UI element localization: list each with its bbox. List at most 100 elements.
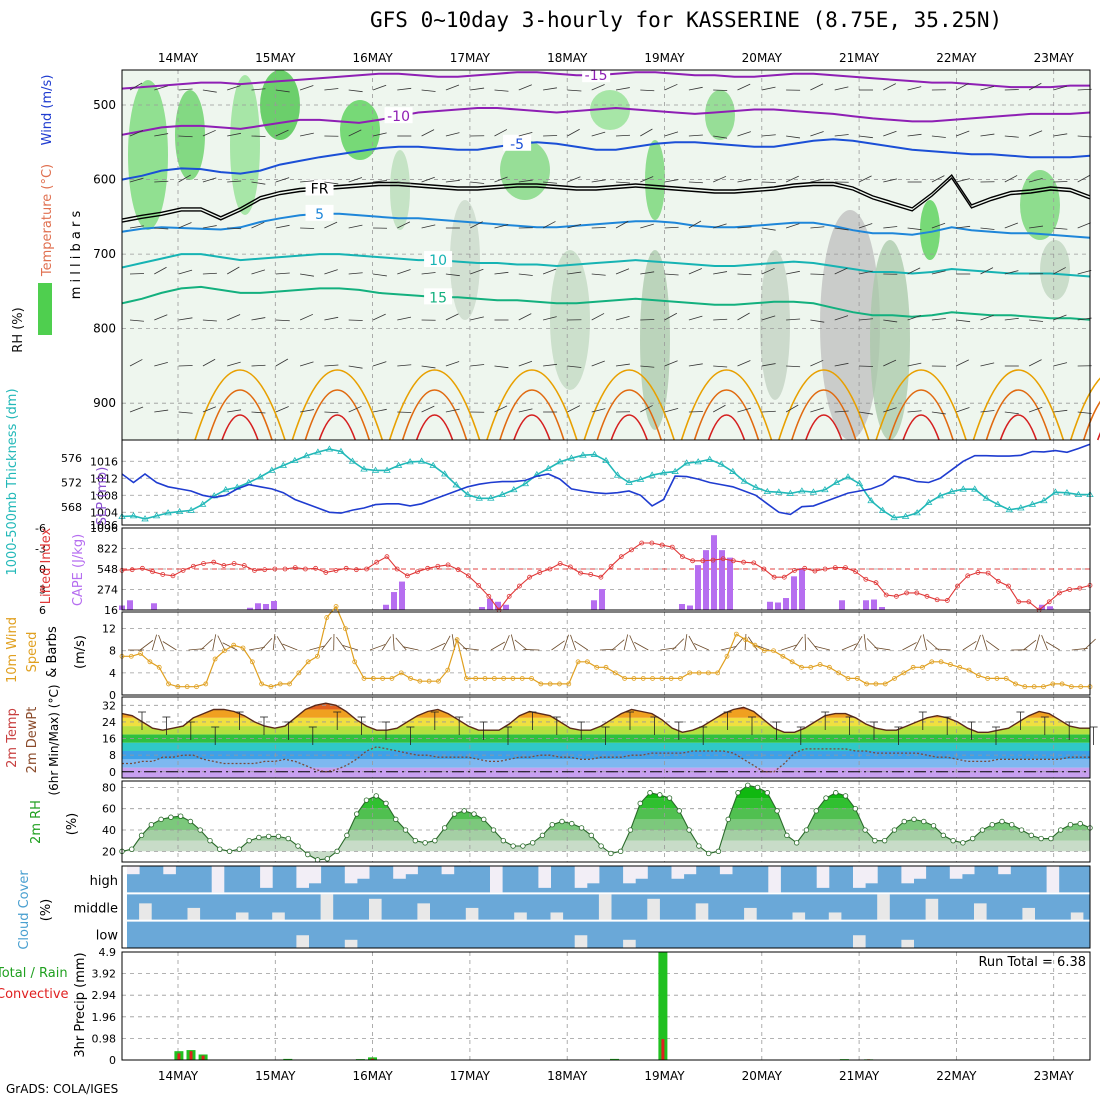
rh-point [951,838,956,843]
isotherm-label: -15 [585,68,608,84]
cloud-cell [623,940,636,948]
wind-axis-label: Wind (m/s) [40,75,55,146]
precip-convective-bar [202,1056,205,1060]
wind-barb-10m [336,637,345,650]
rh-tick-label: 20 [102,845,116,858]
cape-bar [767,602,773,610]
cloud-cell [587,866,600,883]
rh-point [775,809,780,814]
cloud-cell [490,866,503,892]
cloud-cell [345,940,358,948]
wind-barb-10m [673,639,684,650]
wind-barb-10m [685,634,687,650]
rh-point [609,851,614,856]
precip-tick-label: 0.98 [92,1032,117,1045]
rh-point [227,849,232,854]
rh-point [863,828,868,833]
wind-axis-label-3: & Barbs [45,626,60,678]
cape-tick-label: 822 [97,543,118,556]
cloud-cell [236,912,249,920]
cloud-level-label: high [90,874,118,889]
cape-bar [711,535,717,610]
wind-barb-10m [570,635,575,650]
slp-tick-label: 1016 [90,455,118,468]
cloud-cell [793,912,806,920]
cloud-cell [744,908,757,921]
rh-tick-label: 60 [102,803,116,816]
cloud-level-label: low [96,929,119,944]
rh-band [122,809,1090,820]
wind-barb-10m [523,649,539,650]
day-label-top: 15MAY [255,51,296,65]
day-label-bottom: 18MAY [547,1069,588,1083]
rh-shading [705,90,735,140]
cape-bar [783,598,789,610]
temp-band [122,759,1090,767]
cloud-cell [139,903,152,920]
rh-axis-label: RH (%) [11,307,26,352]
rh-point [765,790,770,795]
rh-band [122,798,1090,809]
rh-point [824,796,829,801]
wind-tick-label: 8 [109,645,116,658]
rh-point [266,834,271,839]
wind-tick-label: 4 [109,667,116,680]
cape-bar [255,603,261,610]
cloud-cell [127,866,140,874]
rh-point [423,841,428,846]
day-label-top: 16MAY [352,51,393,65]
run-total-label: Run Total = 6.38 [978,955,1086,970]
cloud-cell [877,894,890,920]
wind-barb-10m [552,641,565,650]
day-label-top: 22MAY [936,51,977,65]
wind-barb-10m [443,636,451,650]
wind-barb-10m [564,635,569,650]
rh-point [579,826,584,831]
rh-point [433,838,438,843]
cape-bar [271,601,277,610]
rh-point [843,794,848,799]
rh-point [237,847,242,852]
rh-point [648,790,653,795]
cape-tick-label: 548 [97,563,118,576]
rh-point [364,798,369,803]
wind-barb-10m [854,636,862,650]
wind-barb-10m [600,649,616,650]
rh-point [882,838,887,843]
cape-tick-label: 16 [104,604,118,617]
rh-point [335,849,340,854]
cloud-cell [974,903,987,920]
cloud-cell [514,912,527,920]
rh-point [804,828,809,833]
rh-point [687,828,692,833]
lifted-index-axis-label: Lifted Index [39,527,54,604]
rh-point [1049,836,1054,841]
cape-bar [727,558,733,610]
cloud-cell [998,866,1011,874]
rh-point [980,828,985,833]
rh-point [452,812,457,817]
cloud-cell [647,899,660,921]
wind-axis-label-2: Speed [25,632,40,673]
wind-barb-10m [975,635,980,650]
wind-barb-10m [163,642,177,650]
rh-shading [128,80,168,230]
rh2m-unit-label: (%) [65,813,80,836]
rh-point [442,826,447,831]
cloud-cell [1071,912,1084,920]
rh-point [530,841,535,846]
rh-point [716,849,721,854]
wind-barb-10m [1023,640,1036,650]
rh-point [814,809,819,814]
cape-bar [871,600,877,610]
cloud-cell [551,912,564,920]
page-title: GFS 0~10day 3-hourly for KASSERINE (8.75… [370,8,1002,32]
rh-point [853,806,858,811]
rh-point [208,838,213,843]
cloud-cell [914,866,927,879]
cloud-cell [817,866,830,888]
cape-bar [503,605,509,610]
rh-point [129,847,134,852]
rh-shading [1020,170,1060,240]
thickness-axis-label: 1000-500mb Thickness (dm) [5,388,20,575]
